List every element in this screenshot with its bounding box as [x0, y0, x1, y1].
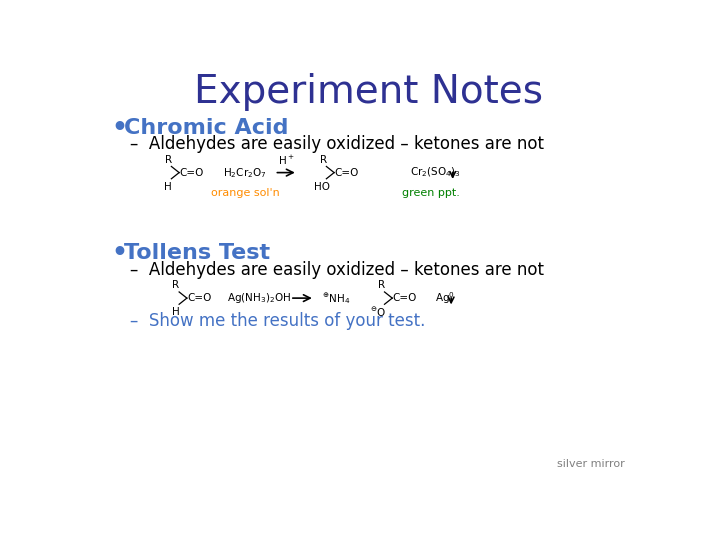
Text: R: R	[320, 155, 327, 165]
Text: –  Show me the results of your test.: – Show me the results of your test.	[130, 312, 426, 330]
Text: $\mathregular{Cr_2(SO_4)_3}$: $\mathregular{Cr_2(SO_4)_3}$	[410, 166, 461, 179]
Text: $\mathregular{^{\ominus}O}$: $\mathregular{^{\ominus}O}$	[370, 306, 387, 319]
Text: green ppt.: green ppt.	[402, 188, 460, 198]
Text: R: R	[165, 155, 172, 165]
Text: C=O: C=O	[334, 167, 359, 178]
Text: $\mathregular{H_2Cr_2O_7}$: $\mathregular{H_2Cr_2O_7}$	[223, 166, 267, 179]
Text: silver mirror: silver mirror	[557, 459, 625, 469]
Text: H: H	[164, 182, 172, 192]
Text: HO: HO	[314, 182, 330, 192]
Text: R: R	[173, 280, 179, 291]
Text: $\mathregular{Ag^0}$: $\mathregular{Ag^0}$	[435, 290, 455, 306]
Text: –  Aldehydes are easily oxidized – ketones are not: – Aldehydes are easily oxidized – ketone…	[130, 135, 544, 153]
Text: C=O: C=O	[179, 167, 204, 178]
Text: $\mathregular{^{\oplus}NH_4}$: $\mathregular{^{\oplus}NH_4}$	[323, 291, 351, 306]
Text: R: R	[378, 280, 385, 291]
Text: $\mathregular{H^+}$: $\mathregular{H^+}$	[278, 154, 294, 167]
Text: C=O: C=O	[187, 293, 211, 303]
Text: •: •	[112, 241, 127, 266]
Text: Chromic Acid: Chromic Acid	[124, 118, 289, 138]
Text: Tollens Test: Tollens Test	[124, 244, 270, 264]
Text: H: H	[172, 307, 180, 318]
Text: –  Aldehydes are easily oxidized – ketones are not: – Aldehydes are easily oxidized – ketone…	[130, 261, 544, 279]
Text: C=O: C=O	[392, 293, 417, 303]
Text: orange sol'n: orange sol'n	[211, 188, 279, 198]
Text: $\mathregular{Ag(NH_3)_2OH}$: $\mathregular{Ag(NH_3)_2OH}$	[227, 291, 291, 305]
Text: Experiment Notes: Experiment Notes	[194, 73, 544, 111]
Text: •: •	[112, 116, 127, 140]
